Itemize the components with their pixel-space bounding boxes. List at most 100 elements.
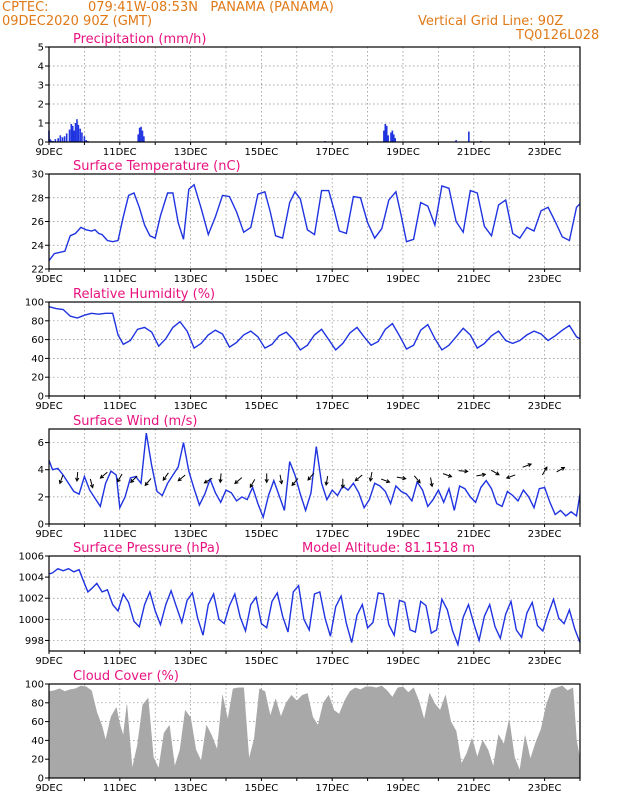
x-tick-label: 19DEC [386, 529, 420, 540]
y-tick-label: 28 [31, 193, 44, 204]
y-tick-label: 20 [31, 755, 44, 766]
x-tick-label: 23DEC [528, 147, 562, 158]
precip-bar [137, 134, 140, 142]
precip-bar [83, 136, 86, 142]
precip-bar [76, 119, 78, 142]
panel-5: 998 1000 1002 1004 1006 9DEC 11DEC 13DEC 15DEC 17… [19, 541, 581, 667]
wind-arrow [218, 473, 223, 484]
x-tick-label: 19DEC [386, 147, 420, 158]
wind-arrow [264, 473, 269, 484]
panel-3: 0 20 40 60 80 100 9DEC 11DEC 13DEC 15DEC 17DEC 19DE… [25, 287, 581, 412]
y-tick-label: 26 [31, 217, 44, 228]
y-tick-label: 1 [38, 119, 44, 130]
x-tick-label: 23DEC [528, 401, 562, 412]
panel-1: 0 1 2 3 4 5 9DEC 11DEC 13DEC 15DEC 17DEC 19DEC 21DEC… [35, 32, 581, 158]
precip-bar [455, 140, 457, 142]
wind-arrow [117, 473, 123, 483]
x-tick-label: 17DEC [315, 783, 349, 794]
x-tick-label: 13DEC [174, 656, 208, 667]
wind-arrow [396, 476, 407, 481]
precip-bar [141, 130, 144, 142]
precip-bar [143, 136, 145, 142]
wind-arrow [380, 478, 391, 484]
wind-arrow [249, 479, 256, 489]
panel-frame [48, 683, 581, 779]
x-tick-label: 11DEC [103, 147, 137, 158]
panel-title: Surface Wind (m/s) [73, 414, 197, 429]
header-source: CPTEC: [2, 0, 49, 15]
precip-bar [140, 126, 142, 142]
wind-arrow [368, 471, 373, 482]
series-line [48, 306, 581, 351]
x-tick-label: 11DEC [103, 783, 137, 794]
x-tick-label: 21DEC [457, 147, 491, 158]
wind-arrow [291, 478, 299, 487]
precip-bar [59, 135, 62, 142]
y-tick-label: 100 [25, 298, 44, 309]
y-tick-label: 0 [38, 138, 44, 149]
x-tick-label: 13DEC [174, 401, 208, 412]
wind-arrow [144, 478, 152, 487]
precip-bar [392, 134, 395, 142]
panel-frame [48, 428, 581, 525]
wind-arrow [340, 478, 345, 489]
panel-frame [48, 555, 581, 652]
x-tick-label: 9DEC [35, 783, 62, 794]
precip-bar [77, 124, 80, 142]
x-tick-label: 9DEC [35, 274, 62, 285]
y-tick-label: 22 [31, 265, 44, 276]
panel-title: Surface Temperature (nC) [73, 159, 241, 174]
y-tick-label: 0 [38, 520, 44, 531]
y-tick-label: 80 [31, 316, 44, 327]
wind-arrow [458, 469, 469, 474]
series-line [48, 183, 581, 262]
y-tick-label: 4 [38, 62, 44, 73]
x-tick-label: 15DEC [245, 656, 279, 667]
y-tick-label: 1002 [19, 594, 44, 605]
precip-bar [81, 132, 83, 142]
wind-arrow [505, 474, 516, 480]
wind-arrow [89, 478, 94, 489]
y-tick-label: 0 [38, 392, 44, 403]
precip-bar [73, 130, 75, 142]
x-tick-label: 15DEC [245, 401, 279, 412]
x-tick-label: 17DEC [315, 401, 349, 412]
wind-arrow [490, 469, 500, 476]
panel-title: Relative Humidity (%) [73, 287, 215, 302]
x-tick-label: 23DEC [528, 656, 562, 667]
precip-bar [68, 129, 71, 142]
wind-arrow [556, 466, 566, 473]
x-tick-label: 17DEC [315, 147, 349, 158]
x-tick-label: 21DEC [457, 274, 491, 285]
wind-arrow [522, 463, 533, 468]
panel-6: 0 20 40 60 80 100 9DEC 11DEC 13DEC 15DEC 17DEC 19DE… [25, 669, 581, 794]
series-line [48, 567, 581, 648]
header-code: TQ0126L028 [516, 28, 600, 43]
x-tick-label: 17DEC [315, 274, 349, 285]
header-grid-note: Vertical Grid Line: 90Z [418, 14, 564, 29]
x-tick-label: 11DEC [103, 401, 137, 412]
y-tick-label: 60 [31, 717, 44, 728]
x-tick-label: 15DEC [245, 783, 279, 794]
y-tick-label: 60 [31, 335, 44, 346]
precip-bar [384, 123, 387, 142]
wind-arrow [99, 471, 108, 479]
header-run: 09DEC2020 90Z (GMT) [2, 14, 153, 29]
y-tick-label: 5 [38, 43, 44, 54]
x-tick-label: 21DEC [457, 656, 491, 667]
precip-bar [71, 125, 74, 142]
y-tick-label: 4 [38, 465, 44, 476]
x-tick-label: 23DEC [528, 274, 562, 285]
x-tick-label: 13DEC [174, 529, 208, 540]
precip-bar [383, 130, 385, 142]
x-tick-label: 15DEC [245, 147, 279, 158]
y-tick-label: 80 [31, 698, 44, 709]
wind-arrow [541, 466, 548, 476]
wind-arrow [354, 474, 363, 482]
wind-arrow [130, 475, 138, 484]
precip-bar [385, 125, 388, 142]
y-tick-label: 1006 [19, 552, 44, 563]
precip-bar [394, 138, 397, 142]
precip-bar [391, 130, 394, 142]
